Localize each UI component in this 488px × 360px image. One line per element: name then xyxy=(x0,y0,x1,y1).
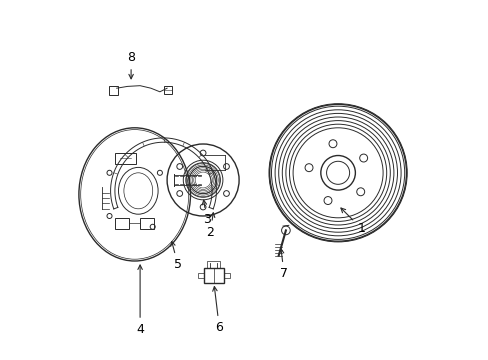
Text: 1: 1 xyxy=(340,208,365,235)
Bar xyxy=(164,86,172,94)
Bar xyxy=(207,261,220,268)
Bar xyxy=(140,218,154,229)
Text: 2: 2 xyxy=(206,213,214,239)
Text: 8: 8 xyxy=(127,51,135,79)
Text: 5: 5 xyxy=(170,242,182,271)
Text: 3: 3 xyxy=(202,200,210,226)
Text: 6: 6 xyxy=(212,287,223,334)
Bar xyxy=(197,273,203,278)
Text: 7: 7 xyxy=(279,249,287,280)
Text: 4: 4 xyxy=(136,265,144,336)
Bar xyxy=(115,153,136,164)
Bar xyxy=(224,273,230,278)
Bar xyxy=(115,218,129,229)
Bar xyxy=(203,268,224,283)
Bar xyxy=(109,86,118,95)
